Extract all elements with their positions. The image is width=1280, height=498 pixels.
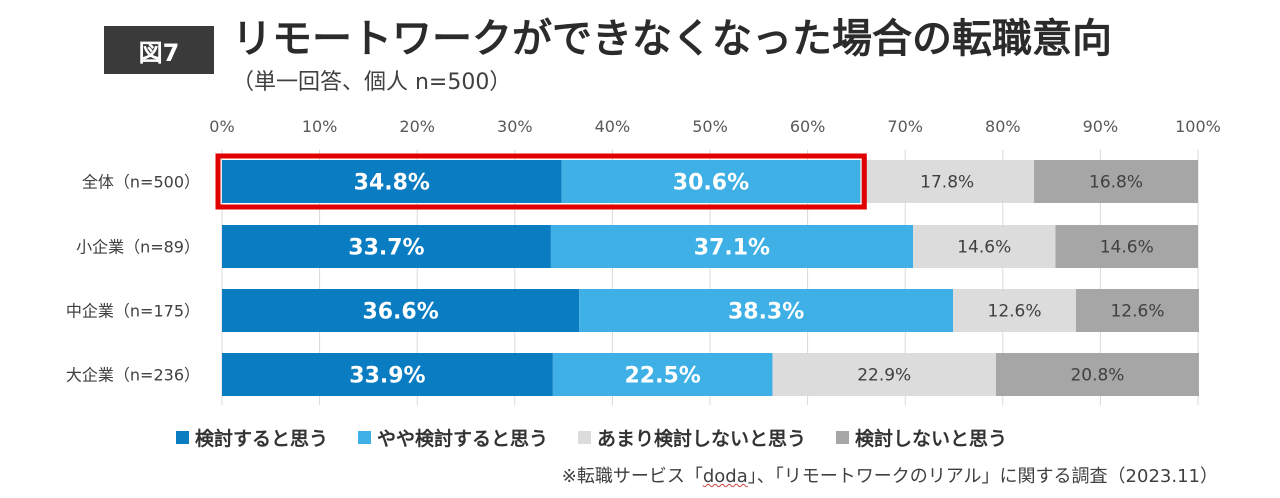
legend-label: あまり検討しないと思う [597,427,807,450]
bar-segment [1076,289,1199,332]
data-label: 30.6% [673,171,749,196]
x-tick-label: 80% [985,117,1021,136]
data-label: 38.3% [728,300,804,325]
data-label: 36.6% [362,300,438,325]
bar-segment [953,289,1076,332]
legend-swatch [176,430,189,444]
x-tick-label: 70% [887,117,923,136]
category-label: 大企業（n=236） [66,366,200,385]
bar-segment [772,353,996,396]
bar-segment [222,225,551,268]
x-tick-label: 10% [302,117,338,136]
legend-swatch [578,430,592,444]
bar-segment [913,225,1056,268]
bar-segment [579,289,954,332]
data-label: 33.9% [349,364,425,389]
category-label: 全体（n=500） [82,173,200,192]
bar-segment [550,225,914,268]
bar-segment [552,353,773,396]
data-label: 20.8% [1070,366,1124,386]
data-label: 22.5% [624,364,700,389]
x-tick-label: 20% [399,117,435,136]
x-tick-label: 30% [497,117,533,136]
data-label: 33.7% [348,236,424,261]
legend-label: 検討しないと思う [855,427,1008,450]
source-prefix: ※転職サービス「 [561,466,703,487]
bar-segment [1034,160,1198,203]
x-tick-label: 0% [209,117,234,136]
x-tick-label: 50% [692,117,728,136]
legend-item: あまり検討しないと思う [578,424,806,451]
legend-item: 検討しないと思う [836,424,1007,451]
bar-segment [995,353,1199,396]
legend-swatch [836,430,850,444]
source-note: ※転職サービス「doda」、「リモートワークのリアル」に関する調査（2023.1… [562,462,1218,488]
legend-label: 検討すると思う [195,427,329,450]
chart-title: リモートワークができなくなった場合の転職意向 [232,16,1112,62]
data-label: 34.8% [354,171,430,196]
x-tick-label: 60% [790,117,826,136]
highlight-frame [215,153,867,210]
x-tick-label: 100% [1175,117,1221,136]
bar-segment [561,160,861,203]
legend-label: やや検討すると思う [377,427,549,450]
bar-segment [860,160,1035,203]
bar-segment [222,289,580,332]
source-brand: doda [702,466,748,487]
legend-item: 検討すると思う [176,424,328,451]
data-label: 37.1% [694,236,770,261]
data-label: 22.9% [857,366,911,386]
chart-subtitle: （単一回答、個人 n=500） [232,70,512,95]
legend-swatch [358,430,372,444]
data-label: 17.8% [920,173,974,193]
bar-segment [1055,225,1198,268]
data-label: 16.8% [1089,173,1143,193]
x-tick-label: 40% [595,117,631,136]
legend-item: やや検討すると思う [358,424,548,451]
category-label: 中企業（n=175） [66,302,200,321]
category-label: 小企業（n=89） [76,238,200,257]
data-label: 12.6% [988,302,1042,322]
data-label: 12.6% [1110,302,1164,322]
bar-segment [222,160,562,203]
source-suffix: 」、「リモートワークのリアル」に関する調査（2023.11） [747,466,1218,487]
data-label: 14.6% [1100,238,1154,258]
x-tick-label: 90% [1083,117,1119,136]
data-label: 14.6% [957,238,1011,258]
bar-segment [222,353,553,396]
figure-badge: 図7 [104,26,214,74]
chart-legend: 検討すると思う やや検討すると思う あまり検討しないと思う 検討しないと思う [176,424,1136,450]
stacked-bar-chart: 0% 10% 20% 30% 40% 50% 60% 70% 80% 90% 100% 全体（n=50… [66,117,1221,405]
